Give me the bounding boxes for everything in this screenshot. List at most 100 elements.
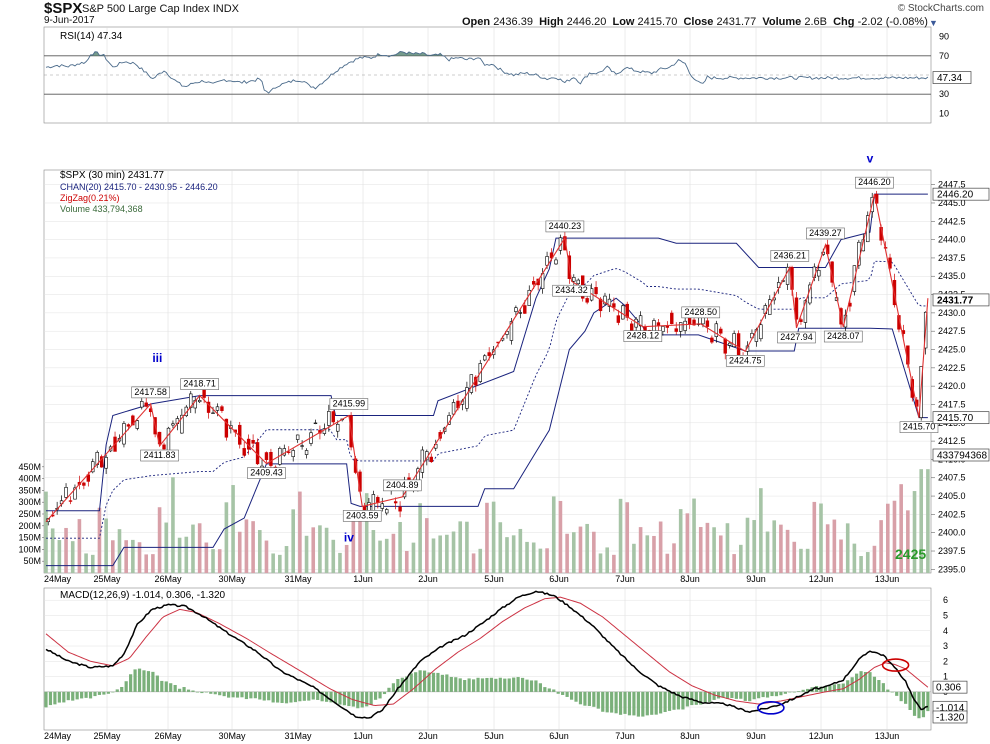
macd-histogram-bar <box>298 691 302 702</box>
macd-histogram-bar <box>271 691 275 703</box>
high-value: 2446.20 <box>566 16 607 28</box>
macd-histogram-bar <box>431 672 436 692</box>
macd-histogram-bar <box>926 691 930 712</box>
candle-body <box>594 287 598 295</box>
macd-histogram-bar <box>890 691 894 693</box>
chevron-down-icon[interactable]: ▼ <box>929 18 938 28</box>
macd-histogram-bar <box>743 691 747 701</box>
candle-body <box>723 338 727 354</box>
macd-histogram-bar <box>850 677 854 692</box>
macd-y-tick: 6 <box>943 595 948 605</box>
macd-histogram-bar <box>779 691 783 696</box>
macd-histogram-bar <box>792 691 796 693</box>
candle-body <box>830 261 834 283</box>
macd-histogram-bar <box>396 679 400 692</box>
volume-bar <box>391 533 396 573</box>
price-y-tick: 2400.0 <box>938 528 966 538</box>
macd-y-tick: 4 <box>943 626 948 636</box>
macd-histogram-bar <box>191 690 195 692</box>
macd-histogram-bar <box>538 683 542 692</box>
volume-bar <box>224 502 229 573</box>
rsi-badge: 47.34 <box>937 73 962 84</box>
macd-histogram-bar <box>494 678 498 692</box>
macd-histogram-bar <box>240 691 244 698</box>
macd-histogram-bar <box>347 691 351 707</box>
macd-x-tick: 24May <box>44 731 72 741</box>
macd-annotation-ellipse <box>757 701 785 715</box>
price-x-tick: 12Jun <box>809 574 834 584</box>
price-x-tick: 31May <box>284 574 312 584</box>
price-badge-box <box>932 293 990 307</box>
price-x-tick: 30May <box>218 574 246 584</box>
volume-y-tick: 400M <box>18 474 41 484</box>
macd-histogram-bar <box>387 687 391 692</box>
volume-bar <box>211 549 215 573</box>
macd-histogram-bar <box>222 691 226 697</box>
candle-body <box>220 406 224 411</box>
volume-bar <box>404 550 409 573</box>
macd-histogram-bar <box>872 676 877 692</box>
macd-histogram-bar <box>106 691 110 694</box>
macd-histogram-bar <box>471 679 476 692</box>
macd-histogram-bar <box>293 691 298 703</box>
volume-bar <box>251 521 255 573</box>
macd-histogram-bar <box>71 691 75 701</box>
macd-histogram-bar <box>512 677 516 692</box>
price-badge-box <box>932 411 990 425</box>
macd-histogram-bar <box>855 673 859 692</box>
candle-body <box>269 451 273 466</box>
zigzag-pivot-label: 2417.58 <box>134 387 167 397</box>
rsi-overbought-fill <box>90 51 104 56</box>
candle-body <box>300 445 304 447</box>
zigzag-pivot-box <box>342 510 382 522</box>
macd-histogram-bar <box>899 691 903 702</box>
volume-bar <box>652 535 656 573</box>
price-x-tick: 2Jun <box>418 574 438 584</box>
macd-histogram-bar <box>623 691 627 714</box>
volume-bar <box>298 491 302 573</box>
macd-histogram-bar <box>605 691 609 713</box>
chg-value: -2.02 (-0.08%) <box>857 16 928 28</box>
macd-histogram-bar <box>53 691 57 705</box>
candle-body <box>621 305 625 320</box>
macd-histogram-bar <box>525 679 529 692</box>
target-label: 2425 <box>895 546 926 562</box>
macd-histogram-bar <box>716 691 721 699</box>
candle-body <box>656 322 661 326</box>
volume-bar <box>752 520 756 573</box>
price-y-tick: 2402.5 <box>938 509 966 519</box>
macd-histogram-bar <box>730 691 734 698</box>
macd-histogram-bar <box>133 669 137 692</box>
macd-panel-frame <box>43 587 932 731</box>
price-y-tick: 2422.5 <box>938 363 966 373</box>
volume-bar <box>177 537 182 573</box>
volume-bar <box>598 553 603 573</box>
price-x-tick: 7Jun <box>615 574 635 584</box>
volume-bar <box>124 540 128 573</box>
macd-histogram-bar <box>88 691 93 699</box>
macd-y-tick: 1 <box>943 672 948 682</box>
volume-y-tick: 300M <box>18 497 41 507</box>
candle-body <box>727 342 732 346</box>
price-y-tick: 2405.0 <box>938 491 966 501</box>
candle-body <box>794 297 799 320</box>
macd-histogram-bar <box>650 691 654 715</box>
macd-histogram-bar <box>774 691 779 697</box>
macd-badge: 0.306 <box>936 683 961 694</box>
volume-bar <box>471 553 476 573</box>
macd-histogram-bar <box>111 691 115 693</box>
candle-body <box>714 323 719 337</box>
volume-bar <box>498 522 503 573</box>
candle-body <box>785 266 790 285</box>
zigzag-pivot-box <box>545 220 585 233</box>
price-badge: 2431.77 <box>937 295 974 306</box>
channel-middle <box>46 260 928 539</box>
volume-bar <box>879 520 883 573</box>
price-y-tick: 2395.0 <box>938 564 966 574</box>
macd-histogram-bar <box>556 691 560 694</box>
volume-bar <box>592 531 596 573</box>
price-x-tick: 5Jun <box>484 574 504 584</box>
zigzag-pivot-label: 2415.70 <box>903 422 936 432</box>
volume-bar <box>425 518 429 573</box>
candle-body <box>692 319 696 326</box>
